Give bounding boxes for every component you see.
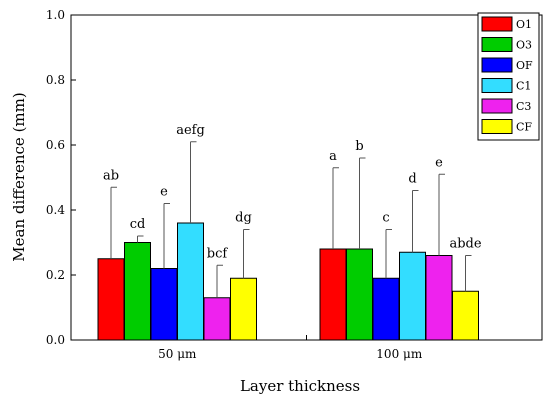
legend-box	[477, 12, 540, 141]
bar-c3-1	[203, 297, 231, 341]
bar-cf-2	[452, 290, 479, 341]
significance-label: a	[329, 149, 337, 164]
legend-label-o3: O3	[516, 39, 532, 52]
bar-cf-1	[230, 277, 257, 341]
legend-swatch-of	[481, 57, 513, 73]
legend-swatch-o3	[481, 37, 513, 52]
legend-swatch-c1	[481, 78, 513, 93]
significance-label: b	[355, 139, 363, 154]
legend-label-o1: O1	[516, 18, 532, 31]
bar-o3-1	[124, 242, 151, 341]
bars-group	[97, 222, 479, 341]
bar-c1-2	[399, 251, 426, 341]
significance-label: dg	[235, 211, 252, 226]
y-tick-label: 0.0	[46, 333, 65, 347]
significance-label: e	[160, 185, 168, 200]
y-tick-label: 0.4	[46, 203, 65, 217]
y-tick-label: 0.6	[46, 138, 65, 152]
y-axis-title: Mean difference (mm)	[10, 92, 28, 261]
legend-label-cf: CF	[516, 121, 532, 134]
y-tick-label: 1.0	[46, 8, 65, 22]
significance-label: abde	[449, 237, 481, 252]
error-bars-group	[110, 141, 472, 298]
significance-label: e	[435, 155, 443, 170]
bar-o1-1	[97, 258, 125, 341]
y-tick-labels: 0.0 0.2 0.4 0.6 0.8 1.0	[46, 8, 76, 347]
x-tick-labels: 50 μm 100 μm	[158, 347, 423, 361]
legend-label-c1: C1	[516, 80, 531, 93]
bar-o3-2	[346, 248, 373, 341]
x-axis-title: Layer thickness	[240, 377, 360, 395]
y-tick-label: 0.8	[46, 73, 65, 87]
bar-of-2	[372, 277, 400, 341]
x-tick-label: 100 μm	[376, 347, 423, 361]
axes	[70, 14, 543, 341]
significance-label: ab	[103, 168, 119, 183]
x-tick-label: 50 μm	[158, 347, 197, 361]
significance-label: cd	[130, 217, 146, 232]
bar-c1-1	[177, 222, 204, 341]
significance-label: d	[408, 172, 416, 187]
legend-swatch-c3	[481, 98, 513, 114]
bar-c3-2	[425, 255, 453, 341]
legend-swatch-o1	[481, 16, 513, 32]
y-tick-label: 0.2	[46, 268, 65, 282]
bar-o1-2	[319, 248, 347, 341]
legend: O1 O3 OF C1 C3 CF	[477, 12, 540, 141]
legend-label-of: OF	[516, 59, 533, 72]
legend-label-c3: C3	[516, 100, 531, 113]
bar-of-1	[150, 268, 178, 341]
significance-label: c	[382, 211, 389, 226]
significance-label: bcf	[207, 246, 229, 261]
significance-label: aefg	[176, 123, 205, 138]
legend-swatch-cf	[481, 119, 513, 134]
